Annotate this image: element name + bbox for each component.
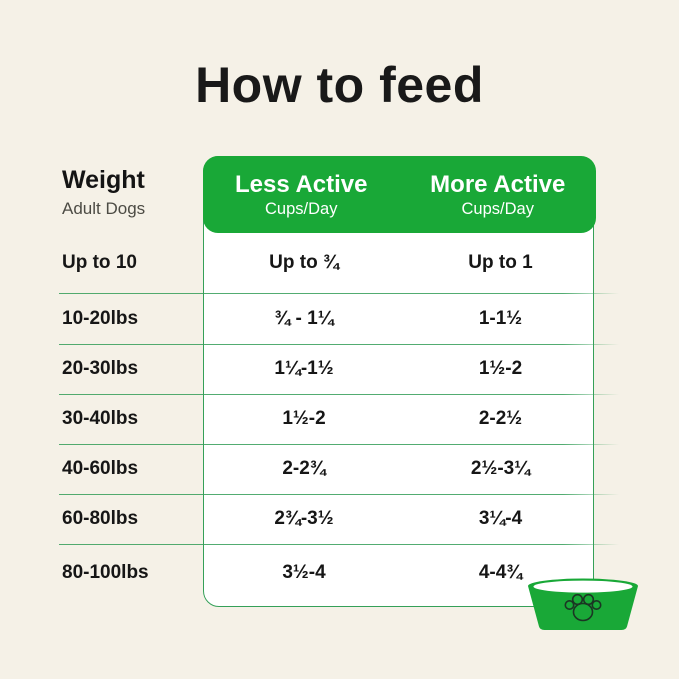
weight-cell: 60-80lbs xyxy=(62,508,139,529)
less-active-cell: 1¼-1½ xyxy=(274,358,334,379)
less-active-cell: 1½-2 xyxy=(282,408,326,429)
weight-cell: 10-20lbs xyxy=(62,308,139,329)
more-active-cell: 1½-2 xyxy=(478,358,523,379)
weight-cell: 40-60lbs xyxy=(62,458,139,479)
more-active-cell: 1-1½ xyxy=(478,308,523,329)
column-label: More Active xyxy=(430,170,566,198)
table-row: 80-100lbs 3½-4 4-4¾ xyxy=(0,544,679,602)
more-active-cell: 2½-3¼ xyxy=(470,458,531,479)
table-row: 40-60lbs 2-2¾ 2½-3¼ xyxy=(0,444,679,494)
weight-sublabel: Adult Dogs xyxy=(62,198,146,218)
table-row: 10-20lbs ¾ - 1¼ 1-1½ xyxy=(0,294,679,344)
column-header-more-active: More Active Cups/Day xyxy=(400,156,597,233)
row-divider xyxy=(59,543,619,545)
weight-cell: 80-100lbs xyxy=(62,562,149,583)
row-divider xyxy=(59,493,619,495)
table-row: 20-30lbs 1¼-1½ 1½-2 xyxy=(0,344,679,394)
weight-label: Weight xyxy=(62,166,145,194)
less-active-cell: Up to ¾ xyxy=(269,252,339,273)
page-title: How to feed xyxy=(195,57,484,113)
less-active-cell: 3½-4 xyxy=(282,562,326,583)
row-divider xyxy=(59,293,619,295)
weight-cell: 20-30lbs xyxy=(62,358,139,379)
row-divider xyxy=(59,443,619,445)
more-active-cell: 2-2½ xyxy=(478,408,523,429)
table-row: 60-80lbs 2¾-3½ 3¼-4 xyxy=(0,494,679,544)
column-sublabel: Cups/Day xyxy=(461,200,534,219)
weight-column-header: Weight Adult Dogs xyxy=(62,166,146,219)
table-column-headers: Less Active Cups/Day More Active Cups/Da… xyxy=(203,156,596,233)
table-row: Up to 10 Up to ¾ Up to 1 xyxy=(0,233,679,293)
column-label: Less Active xyxy=(234,170,368,198)
more-active-cell: Up to 1 xyxy=(468,252,533,273)
weight-cell: 30-40lbs xyxy=(62,408,139,429)
column-header-less-active: Less Active Cups/Day xyxy=(203,156,400,233)
row-divider xyxy=(59,343,619,345)
more-active-cell: 4-4¾ xyxy=(478,562,523,583)
more-active-cell: 3¼-4 xyxy=(478,508,523,529)
row-divider xyxy=(59,393,619,395)
less-active-cell: 2-2¾ xyxy=(282,458,326,479)
less-active-cell: ¾ - 1¼ xyxy=(274,308,334,329)
column-sublabel: Cups/Day xyxy=(265,200,338,219)
weight-cell: Up to 10 xyxy=(62,252,137,273)
less-active-cell: 2¾-3½ xyxy=(274,508,334,529)
table-row: 30-40lbs 1½-2 2-2½ xyxy=(0,394,679,444)
dog-bowl-paw-icon xyxy=(528,578,638,630)
